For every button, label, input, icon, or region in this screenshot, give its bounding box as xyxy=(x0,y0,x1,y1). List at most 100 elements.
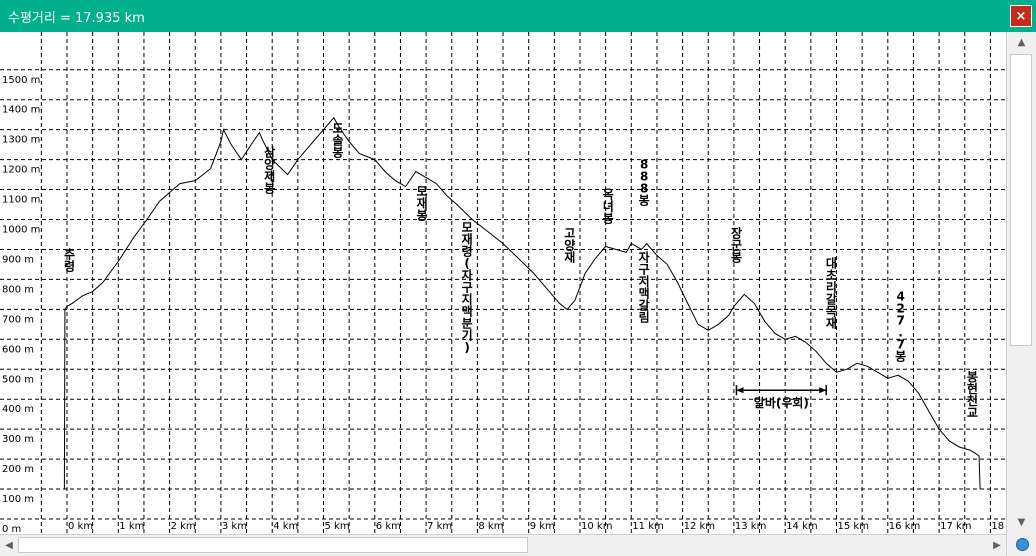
arrow-right-icon xyxy=(819,387,827,394)
annotation-char: 구 xyxy=(639,262,650,276)
x-tick-label: 18 km xyxy=(991,521,1006,532)
title-bar: 수평거리 = 17.935 km × xyxy=(0,0,1036,32)
annotation-char: 8 xyxy=(640,158,648,172)
x-tick-label: 4 km xyxy=(273,521,298,532)
profile-series xyxy=(63,116,981,490)
annotation-char: 재 xyxy=(564,250,575,264)
y-tick-label: 1200 m xyxy=(2,165,40,176)
annotation-char: 도 xyxy=(332,122,343,136)
annotation-char: 재 xyxy=(416,197,427,211)
y-tick-label: 900 m xyxy=(2,254,34,265)
annotation-char: 4 xyxy=(896,289,904,303)
horizontal-scrollbar[interactable]: ◀ ▶ xyxy=(0,534,1006,556)
window-title: 수평거리 = 17.935 km xyxy=(8,11,145,26)
annotation-char: 맥 xyxy=(462,303,473,318)
y-tick-label: 1500 m xyxy=(2,75,40,86)
annotation-char: 기 xyxy=(462,327,473,342)
y-tick-label: 600 m xyxy=(2,344,34,355)
annotation-char: 7 xyxy=(896,337,904,351)
annotation-char: 령 xyxy=(64,259,75,273)
x-tick-label: 1 km xyxy=(119,521,144,532)
range-label: 알바(우회) xyxy=(754,395,809,410)
x-tick-label: 11 km xyxy=(632,521,663,532)
x-tick-label: 0 km xyxy=(68,521,93,532)
annotation-char: 봉 xyxy=(264,182,275,196)
annotation-char: 양 xyxy=(564,237,575,252)
corner-button[interactable] xyxy=(1006,534,1036,556)
x-tick-label: 3 km xyxy=(222,521,247,532)
annotation-char: 재 xyxy=(462,232,473,246)
horizontal-scroll-thumb[interactable] xyxy=(18,537,528,553)
x-tick-label: 10 km xyxy=(581,521,612,532)
x-tick-label: 6 km xyxy=(376,521,401,532)
annotation-char: 군 xyxy=(731,238,742,252)
annotation-char: 자 xyxy=(639,249,650,264)
scroll-right-icon[interactable]: ▶ xyxy=(993,540,1001,551)
x-tick-label: 9 km xyxy=(530,521,555,532)
elevation-line xyxy=(63,116,981,490)
annotation-char: ) xyxy=(464,340,469,354)
peak-annotation: 고양재 xyxy=(564,226,575,264)
annotation-char: 솔 xyxy=(332,134,343,148)
x-tick-label: 15 km xyxy=(838,521,869,532)
peak-annotation: 427.7봉 xyxy=(895,289,906,363)
annotation-char: 현 xyxy=(967,381,978,396)
scroll-down-icon[interactable]: ▼ xyxy=(1017,517,1026,528)
annotation-char: 봉 xyxy=(603,212,614,226)
annotation-char: 맥 xyxy=(639,285,650,300)
annotation-char: 봉 xyxy=(731,250,742,264)
x-tick-label: 13 km xyxy=(735,521,766,532)
y-tick-label: 0 m xyxy=(2,524,21,534)
annotation-char: 분 xyxy=(462,316,473,330)
annotations: 추령삼양제봉도솔봉모재봉모재령(자구지맥분기)고양재옥녀봉888봉자구지맥갈림장… xyxy=(64,122,978,421)
annotation-char: . xyxy=(898,325,903,339)
x-tick-label: 2 km xyxy=(171,521,196,532)
scroll-left-icon[interactable]: ◀ xyxy=(5,540,13,551)
annotation-char: 양 xyxy=(264,157,275,172)
annotation-char: 제 xyxy=(264,170,275,184)
y-tick-label: 1400 m xyxy=(2,105,40,116)
x-tick-label: 14 km xyxy=(786,521,817,532)
annotation-char: 목 xyxy=(826,304,837,318)
detour-range-marker: 알바(우회) xyxy=(735,385,827,410)
annotation-char: 교 xyxy=(967,406,978,420)
annotation-char: 장 xyxy=(731,226,742,240)
y-tick-label: 1300 m xyxy=(2,135,40,146)
y-tick-label: 800 m xyxy=(2,284,34,295)
annotation-char: 옥 xyxy=(603,187,614,202)
y-tick-label: 1000 m xyxy=(2,225,40,236)
annotation-char: 봉 xyxy=(967,370,978,384)
peak-annotation: 모재봉 xyxy=(416,185,427,223)
annotation-char: 모 xyxy=(462,220,473,234)
peak-annotation: 추령 xyxy=(64,246,75,273)
y-tick-label: 400 m xyxy=(2,404,34,415)
annotation-char: 구 xyxy=(462,280,473,294)
scroll-up-icon[interactable]: ▲ xyxy=(1017,37,1026,48)
vertical-scrollbar[interactable]: ▲ ▼ xyxy=(1006,32,1036,534)
y-tick-label: 1100 m xyxy=(2,195,40,206)
annotation-char: 리 xyxy=(826,279,837,294)
annotation-char: 림 xyxy=(639,310,650,324)
peak-annotation: 장군봉 xyxy=(731,226,742,264)
close-button[interactable]: × xyxy=(1010,5,1032,27)
globe-icon xyxy=(1016,538,1029,551)
annotation-char: 령 xyxy=(462,244,473,258)
arrow-left-icon xyxy=(736,387,744,394)
x-tick-label: 7 km xyxy=(427,521,452,532)
annotation-char: 추 xyxy=(64,246,75,261)
annotation-char: 천 xyxy=(967,393,978,408)
vertical-scroll-thumb[interactable] xyxy=(1010,54,1032,346)
annotation-char: 8 xyxy=(640,182,648,196)
y-tick-label: 100 m xyxy=(2,494,34,505)
annotation-char: 봉 xyxy=(639,194,650,208)
annotation-char: 봉 xyxy=(895,349,906,363)
x-tick-label: 16 km xyxy=(889,521,920,532)
